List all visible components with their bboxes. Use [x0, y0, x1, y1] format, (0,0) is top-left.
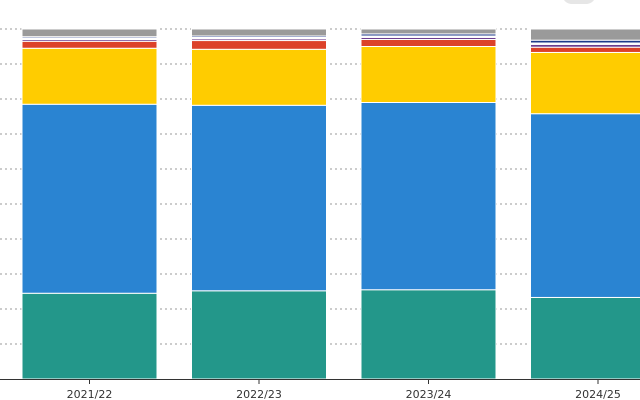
x-tick-label: 2024/25 [575, 388, 621, 400]
x-axis: 2021/22 2022/23 2023/24 2024/25 [0, 379, 640, 400]
bar-segment-grey[interactable] [360, 28, 497, 35]
x-tick-label: 2022/23 [236, 388, 282, 400]
bar-stack[interactable] [191, 28, 327, 380]
bar-segment-teal[interactable] [191, 290, 327, 380]
bar-segment-blue[interactable] [191, 104, 327, 292]
bar-segment-yellow[interactable] [191, 48, 327, 106]
x-tick-label: 2023/24 [406, 388, 452, 400]
bar-segment-red[interactable] [191, 40, 327, 50]
bar-segment-yellow[interactable] [21, 47, 158, 105]
bar-segment-grey[interactable] [191, 28, 327, 37]
bar-segment-teal[interactable] [21, 292, 158, 380]
bar-stack[interactable] [360, 28, 497, 380]
bar-segment-yellow[interactable] [530, 51, 640, 115]
bar-segment-red[interactable] [360, 39, 497, 47]
bar-segment-blue[interactable] [530, 113, 640, 298]
bar-segment-grey[interactable] [21, 28, 158, 38]
x-tick-label: 2021/22 [67, 388, 113, 400]
bar-segment-blue[interactable] [360, 102, 497, 291]
bar-stack[interactable] [21, 28, 158, 380]
bar-segment-teal[interactable] [530, 296, 640, 380]
bar-segment-yellow[interactable] [360, 46, 497, 103]
legend-toggle-tab[interactable] [562, 0, 596, 4]
bar-segment-red[interactable] [21, 40, 158, 49]
bar-segment-teal[interactable] [360, 289, 497, 380]
bar-segment-blue[interactable] [21, 103, 158, 294]
bar-stack[interactable] [530, 28, 640, 380]
bar-segment-grey[interactable] [530, 28, 640, 41]
bars [21, 28, 640, 380]
bar-segment-red[interactable] [530, 46, 640, 53]
